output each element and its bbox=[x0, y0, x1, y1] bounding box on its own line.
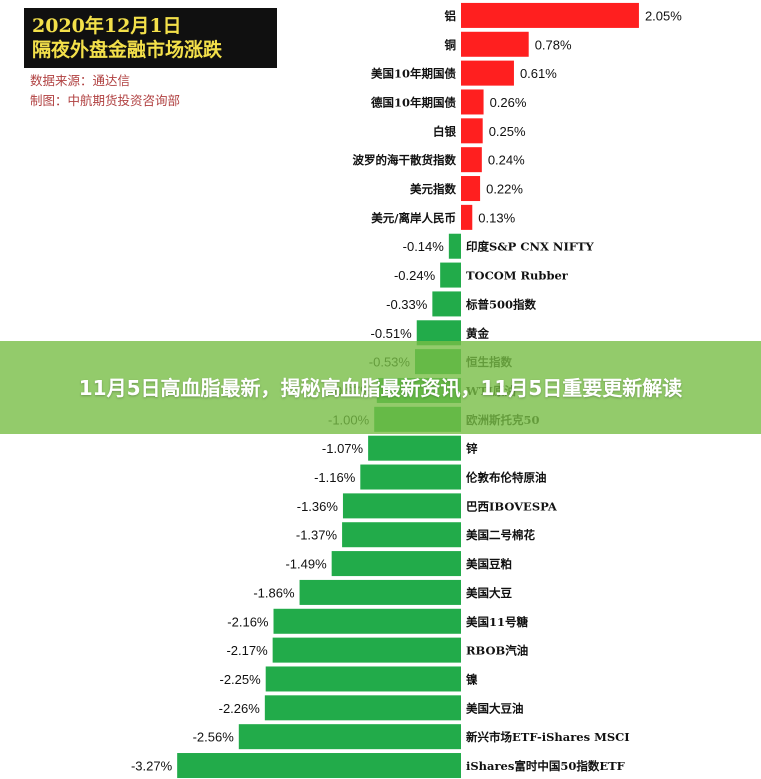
data-label: 2.05% bbox=[645, 8, 682, 23]
bar bbox=[360, 464, 461, 490]
category-label: 黄金 bbox=[466, 326, 489, 340]
data-label: -0.51% bbox=[371, 326, 413, 341]
category-label: 镍 bbox=[466, 672, 478, 686]
data-label: 0.13% bbox=[478, 210, 515, 225]
data-label: -2.25% bbox=[219, 672, 261, 687]
data-label: -0.14% bbox=[403, 239, 445, 254]
chart-title: 隔夜外盘金融市场涨跌 bbox=[32, 39, 223, 61]
bar bbox=[461, 89, 484, 115]
data-label: -1.16% bbox=[314, 470, 356, 485]
category-label: 印度S&P CNX NIFTY bbox=[466, 240, 595, 254]
bar bbox=[331, 551, 461, 577]
chart-maker: 制图：中航期货投资咨询部 bbox=[30, 93, 181, 108]
category-label: 美国豆粕 bbox=[466, 557, 512, 571]
bar bbox=[461, 31, 529, 57]
bar bbox=[461, 204, 473, 230]
data-label: -2.26% bbox=[219, 701, 261, 716]
bar bbox=[273, 608, 461, 634]
data-label: -3.27% bbox=[131, 759, 173, 774]
category-label: 美元/离岸人民币 bbox=[371, 211, 456, 225]
article-title-banner: 11月5日高血脂最新，揭秘高血脂最新资讯，11月5日重要更新解读 bbox=[0, 341, 761, 434]
bar bbox=[368, 435, 461, 461]
data-label: 0.25% bbox=[489, 124, 526, 139]
category-label: 美国大豆 bbox=[466, 586, 512, 600]
bar bbox=[461, 118, 483, 144]
category-label: 美国10年期国债 bbox=[371, 67, 457, 81]
category-label: 美国大豆油 bbox=[466, 701, 524, 715]
data-source: 数据来源：通达信 bbox=[30, 73, 131, 88]
data-label: -0.24% bbox=[394, 268, 436, 283]
bar bbox=[342, 493, 461, 519]
bar bbox=[432, 291, 461, 317]
bar bbox=[342, 522, 461, 548]
category-label: 美国二号棉花 bbox=[466, 528, 535, 542]
data-label: 0.61% bbox=[520, 66, 557, 81]
category-label: 铜 bbox=[444, 38, 457, 52]
category-label: 铝 bbox=[445, 9, 457, 23]
bar bbox=[461, 60, 514, 86]
bar bbox=[264, 695, 461, 721]
data-label: -1.37% bbox=[296, 528, 338, 543]
bar bbox=[461, 2, 639, 28]
data-label: -0.33% bbox=[386, 297, 428, 312]
bar bbox=[461, 147, 482, 173]
data-label: 0.22% bbox=[486, 182, 523, 197]
category-label: 美元指数 bbox=[410, 182, 456, 196]
data-label: -1.07% bbox=[322, 441, 364, 456]
category-label: 锌 bbox=[466, 442, 478, 456]
chart-title-box: 2020年12月1日 隔夜外盘金融市场涨跌 bbox=[24, 8, 277, 68]
category-label: 标普500指数 bbox=[465, 297, 537, 311]
bar bbox=[440, 262, 461, 288]
category-label: RBOB汽油 bbox=[466, 644, 528, 658]
data-label: -1.36% bbox=[297, 499, 339, 514]
category-label: 新兴市场ETF-iShares MSCI bbox=[466, 730, 630, 744]
bar bbox=[177, 753, 461, 779]
category-label: 波罗的海干散货指数 bbox=[353, 153, 457, 167]
data-label: -2.17% bbox=[226, 643, 268, 658]
bar bbox=[265, 666, 461, 692]
category-label: TOCOM Rubber bbox=[466, 269, 569, 283]
data-label: -1.49% bbox=[285, 557, 327, 572]
category-label: 德国10年期国债 bbox=[370, 95, 457, 109]
data-label: -1.86% bbox=[253, 585, 295, 600]
bar bbox=[461, 176, 481, 202]
category-label: 美国11号糖 bbox=[466, 615, 529, 629]
data-label: -2.56% bbox=[193, 730, 235, 745]
category-label: 白银 bbox=[433, 124, 456, 138]
data-label: 0.78% bbox=[535, 37, 572, 52]
category-label: 巴西IBOVESPA bbox=[466, 499, 558, 513]
data-label: 0.24% bbox=[488, 153, 525, 168]
bar bbox=[238, 724, 461, 750]
data-label: 0.26% bbox=[490, 95, 527, 110]
bar bbox=[272, 637, 461, 663]
data-label: -2.16% bbox=[227, 614, 269, 629]
chart-title-date: 2020年12月1日 bbox=[32, 15, 182, 37]
category-label: 伦敦布伦特原油 bbox=[466, 471, 547, 485]
bar bbox=[299, 579, 461, 605]
bar bbox=[448, 233, 461, 259]
article-title: 11月5日高血脂最新，揭秘高血脂最新资讯，11月5日重要更新解读 bbox=[78, 375, 683, 400]
category-label: iShares富时中国50指数ETF bbox=[466, 759, 626, 773]
